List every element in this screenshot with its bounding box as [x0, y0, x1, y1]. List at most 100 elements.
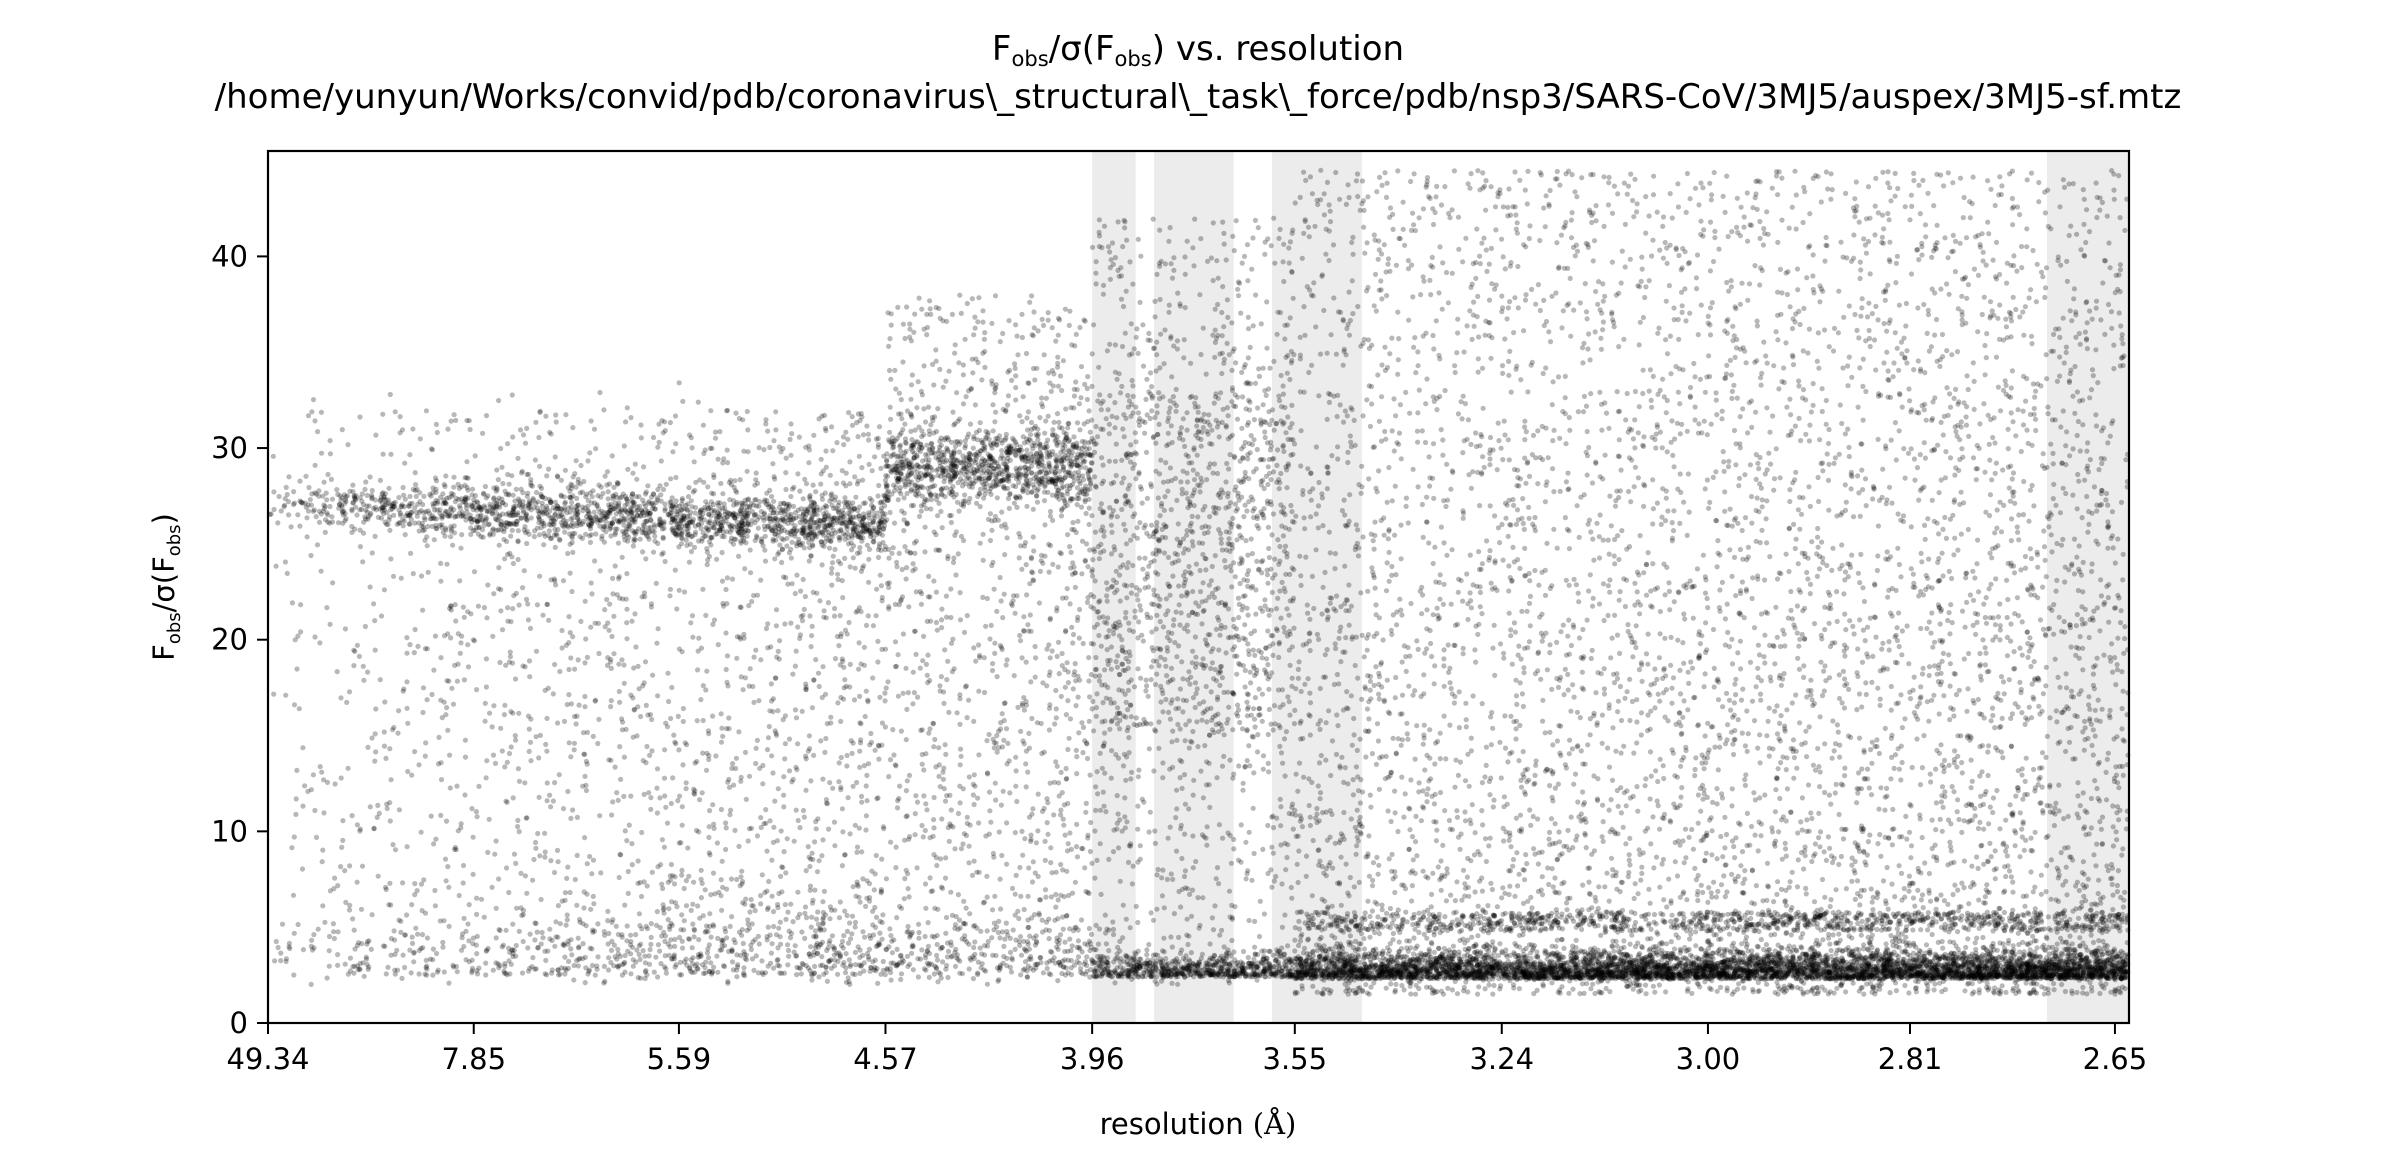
- data-point: [357, 414, 363, 420]
- data-point: [984, 894, 990, 900]
- data-point: [888, 839, 894, 845]
- data-point: [1130, 393, 1136, 399]
- data-point: [993, 409, 999, 415]
- data-point: [892, 639, 899, 645]
- data-point: [1260, 753, 1267, 759]
- data-point: [424, 935, 431, 941]
- data-point: [1324, 647, 1330, 653]
- data-point: [1456, 725, 1462, 731]
- data-point: [1710, 626, 1717, 633]
- data-point: [1729, 636, 1735, 642]
- data-point: [1947, 631, 1953, 637]
- data-point: [582, 704, 588, 710]
- data-point: [423, 408, 429, 414]
- data-point: [2074, 231, 2080, 237]
- data-point: [1621, 180, 1627, 186]
- data-point: [1396, 430, 1403, 436]
- data-point: [1507, 522, 1513, 528]
- data-point: [902, 335, 908, 342]
- data-point: [1929, 958, 1935, 965]
- data-point: [1918, 684, 1924, 690]
- data-point: [502, 556, 508, 562]
- data-point: [1899, 652, 1905, 658]
- data-point: [1477, 589, 1483, 596]
- data-point: [1370, 538, 1376, 544]
- data-point: [2068, 223, 2074, 229]
- data-point: [1712, 235, 1718, 241]
- data-point: [923, 801, 929, 807]
- data-point: [1815, 534, 1821, 540]
- data-point: [672, 413, 679, 419]
- data-point: [681, 885, 687, 892]
- data-point: [786, 736, 793, 742]
- data-point: [1463, 724, 1469, 730]
- data-point: [548, 804, 554, 810]
- data-point: [2107, 707, 2113, 714]
- data-point: [1428, 640, 1434, 647]
- data-point: [1088, 931, 1095, 938]
- data-point: [1790, 973, 1796, 979]
- data-point: [1965, 936, 1971, 942]
- data-point: [982, 330, 988, 336]
- data-point: [1702, 486, 1708, 492]
- data-point: [1026, 865, 1032, 871]
- data-point: [1816, 498, 1822, 505]
- data-point: [1360, 534, 1366, 540]
- data-point: [407, 452, 413, 458]
- data-point: [1885, 368, 1891, 374]
- data-point: [1140, 638, 1146, 644]
- data-point: [2110, 892, 2116, 898]
- data-point: [2045, 914, 2051, 920]
- data-point: [1395, 371, 1401, 377]
- data-point: [1427, 921, 1433, 927]
- data-point: [1146, 941, 1152, 948]
- data-point: [1299, 986, 1305, 992]
- data-point: [1981, 294, 1987, 300]
- data-point: [1033, 655, 1039, 661]
- data-point: [1087, 848, 1093, 855]
- data-point: [1963, 235, 1970, 241]
- data-point: [2054, 956, 2060, 963]
- data-point: [1924, 699, 1930, 705]
- data-point: [1253, 611, 1259, 617]
- data-point: [1567, 737, 1573, 743]
- data-point: [1182, 738, 1188, 744]
- data-point: [1023, 562, 1029, 568]
- data-point: [409, 772, 415, 778]
- data-point: [525, 617, 532, 623]
- data-point: [1076, 635, 1082, 641]
- data-point: [1307, 814, 1313, 820]
- data-point: [1035, 828, 1041, 834]
- data-point: [1013, 385, 1019, 391]
- data-point: [985, 432, 991, 438]
- data-point: [1908, 271, 1915, 277]
- data-point: [1129, 769, 1135, 775]
- data-point: [1364, 240, 1370, 246]
- data-point: [1946, 652, 1952, 658]
- data-point: [1396, 939, 1402, 945]
- data-point: [2094, 655, 2100, 661]
- data-point: [741, 965, 747, 971]
- data-point: [1738, 863, 1744, 869]
- data-point: [1799, 795, 1805, 801]
- data-point: [842, 495, 848, 501]
- data-point: [362, 486, 368, 492]
- data-point: [1438, 887, 1444, 893]
- data-point: [846, 619, 852, 626]
- data-point: [2117, 215, 2123, 221]
- data-point: [918, 601, 925, 607]
- data-point: [863, 827, 869, 833]
- data-point: [746, 925, 753, 932]
- data-point: [840, 962, 846, 968]
- data-point: [1615, 803, 1621, 809]
- data-point: [1570, 845, 1576, 851]
- data-point: [561, 718, 568, 725]
- data-point: [1556, 264, 1562, 270]
- data-point: [2001, 909, 2007, 916]
- data-point: [1511, 502, 1517, 508]
- data-point: [2073, 883, 2079, 889]
- data-point: [2019, 265, 2025, 271]
- data-point: [2084, 207, 2090, 213]
- data-point: [997, 726, 1004, 732]
